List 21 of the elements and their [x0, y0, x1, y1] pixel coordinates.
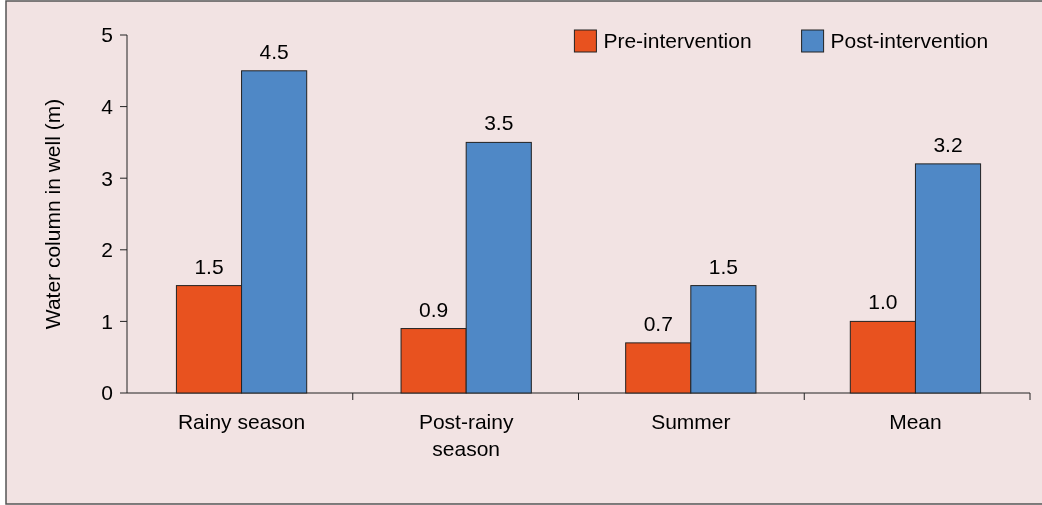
x-tick-label: Post-rainy season [418, 410, 514, 460]
y-axis-title: Water column in well (m) [41, 98, 64, 330]
y-tick-label: 1 [101, 309, 113, 333]
y-tick-label: 5 [101, 23, 113, 47]
y-tick-label: 3 [101, 166, 113, 190]
legend-label: Post-intervention [830, 29, 989, 53]
y-tick-label: 4 [101, 94, 114, 118]
data-label: 1.0 [868, 290, 898, 314]
data-label: 0.9 [419, 297, 449, 321]
x-tick-label: Summer [651, 410, 731, 433]
data-label: 0.7 [643, 311, 673, 335]
x-tick-label: Mean [889, 410, 942, 433]
data-label: 1.5 [194, 254, 224, 278]
data-label: 4.5 [259, 39, 289, 63]
y-tick-label: 2 [101, 238, 113, 262]
x-tick-label: Rainy season [177, 410, 306, 433]
y-tick-label: 0 [101, 381, 113, 405]
legend-label: Pre-intervention [603, 29, 752, 53]
data-label: 1.5 [708, 254, 738, 278]
data-label: 3.5 [484, 111, 514, 135]
data-label: 3.2 [933, 132, 963, 156]
